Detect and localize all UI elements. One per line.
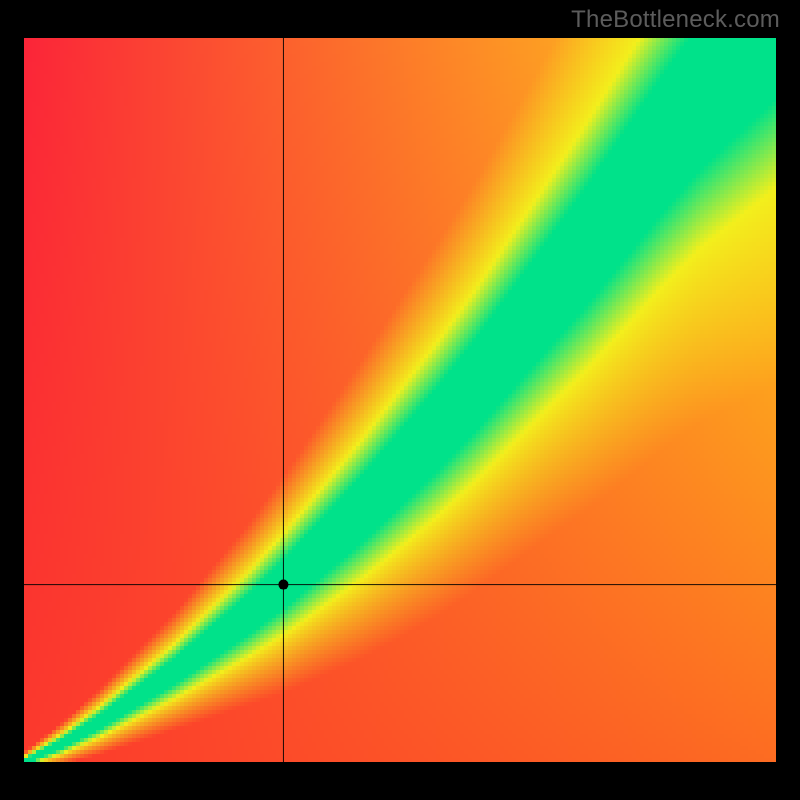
heatmap-canvas (24, 38, 776, 762)
chart-container: TheBottleneck.com (0, 0, 800, 800)
watermark-text: TheBottleneck.com (0, 6, 780, 34)
heatmap-plot (24, 38, 776, 762)
